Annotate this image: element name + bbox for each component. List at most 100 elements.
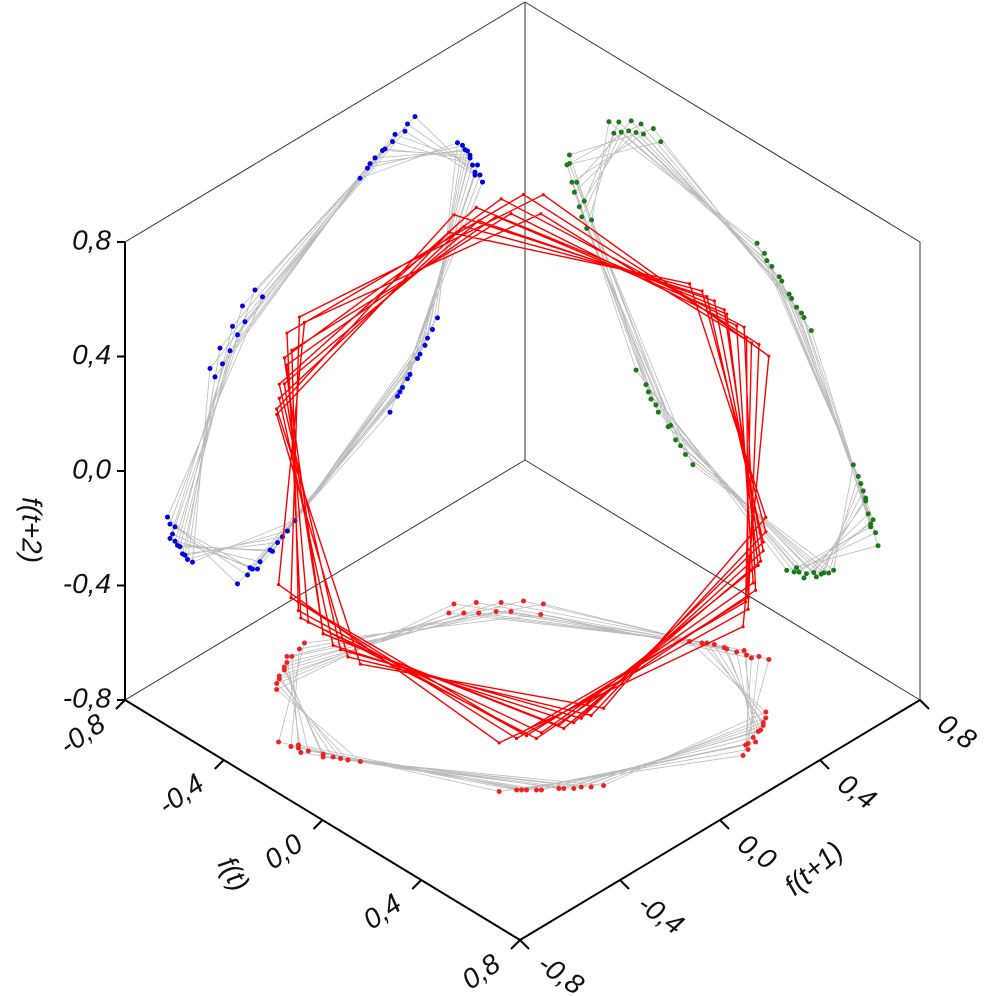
- trajectory-point: [759, 559, 763, 563]
- projection-point: [338, 756, 344, 761]
- projection-point: [397, 389, 403, 395]
- projection-point: [850, 462, 856, 468]
- trajectory-point: [509, 212, 513, 216]
- projection-path: [167, 116, 483, 585]
- projection-point: [167, 521, 173, 527]
- projection-point: [875, 543, 881, 549]
- projection-point: [514, 787, 520, 793]
- projection-point: [289, 654, 295, 659]
- projection-point: [581, 198, 587, 204]
- projection-point: [571, 786, 577, 791]
- projection-point: [668, 422, 674, 428]
- projection-point: [455, 140, 460, 146]
- projection-point: [412, 114, 418, 120]
- trajectory-point: [751, 581, 755, 585]
- trajectory-point: [494, 214, 498, 219]
- projection-point: [390, 139, 395, 145]
- trajectory-point: [534, 736, 539, 741]
- projection-point: [569, 179, 575, 185]
- projection-point: [367, 161, 373, 167]
- trajectory-point: [725, 312, 729, 316]
- projection-point: [682, 451, 688, 457]
- trajectory-point: [276, 582, 281, 587]
- projection-point: [521, 598, 527, 604]
- trajectory-point: [757, 342, 761, 347]
- projection-point: [601, 783, 607, 788]
- projection-path: [566, 120, 879, 579]
- projection-point: [786, 291, 792, 297]
- trajectory-point: [306, 620, 310, 624]
- projection-point: [330, 754, 336, 760]
- projection-point: [476, 610, 482, 616]
- projection-point: [740, 753, 746, 758]
- projection-point: [172, 538, 178, 544]
- projection-point: [235, 332, 240, 338]
- projection-point: [405, 121, 410, 127]
- trajectory-point: [358, 662, 362, 666]
- projection-point: [402, 128, 408, 134]
- projection-point: [655, 409, 661, 415]
- projection-point: [863, 495, 869, 501]
- trajectory-point: [735, 324, 739, 328]
- trajectory-point: [539, 731, 544, 735]
- x-tick: [510, 939, 521, 950]
- projection-point: [255, 566, 260, 572]
- projection-point: [235, 581, 240, 587]
- projection-point: [387, 409, 393, 415]
- trajectory-point: [753, 588, 758, 592]
- trajectory-point: [497, 741, 501, 745]
- projection-point: [207, 365, 213, 371]
- projection-point: [417, 351, 423, 357]
- projection-point: [801, 314, 807, 320]
- trajectory-point: [275, 407, 279, 411]
- projection-point: [761, 250, 767, 256]
- trajectory-point: [285, 363, 289, 367]
- projection-point: [564, 162, 570, 168]
- y-tick-label: 0,0: [732, 828, 782, 876]
- projection-point: [865, 511, 871, 517]
- x-tick: [115, 699, 126, 710]
- projection-point: [392, 131, 398, 137]
- trajectory-point: [331, 643, 335, 647]
- trajectory-point: [299, 616, 303, 620]
- projection-point: [870, 517, 876, 523]
- y-tick: [719, 819, 730, 830]
- projection-point: [745, 747, 751, 752]
- projection-point: [648, 396, 654, 402]
- projection-point: [650, 126, 656, 132]
- projection-point: [808, 328, 814, 334]
- projection-point: [758, 727, 764, 733]
- trajectory-point: [589, 713, 593, 718]
- trajectory-point: [764, 515, 768, 519]
- projection-point: [372, 155, 378, 161]
- trajectory-point: [289, 596, 293, 600]
- projection-point: [524, 787, 530, 793]
- trajectory-point: [756, 563, 760, 568]
- projection-point: [519, 787, 525, 793]
- trajectory-point: [282, 382, 286, 386]
- projection-point: [796, 569, 802, 575]
- projection-point: [643, 382, 649, 388]
- trajectory-point: [519, 731, 524, 735]
- trajectory-point: [514, 736, 519, 741]
- projection-point: [165, 514, 170, 520]
- projection-point: [784, 567, 790, 573]
- projection-point: [756, 654, 762, 659]
- projection-point: [380, 147, 385, 153]
- projection-point: [477, 172, 483, 178]
- projection-point: [357, 175, 363, 181]
- projection-path: [275, 600, 770, 792]
- projection-point: [763, 715, 769, 721]
- projection-point: [270, 548, 275, 554]
- axis-box: [124, 1, 921, 941]
- projection-point: [826, 570, 832, 576]
- y-tick: [519, 939, 530, 950]
- projection-point: [395, 393, 400, 399]
- trajectory: [275, 193, 770, 744]
- projection-point: [170, 531, 175, 537]
- projection-point: [855, 473, 861, 479]
- y-tick-label: -0,4: [632, 888, 689, 941]
- projection-point: [190, 559, 195, 565]
- x-tick: [411, 879, 422, 890]
- projection-point: [461, 610, 467, 616]
